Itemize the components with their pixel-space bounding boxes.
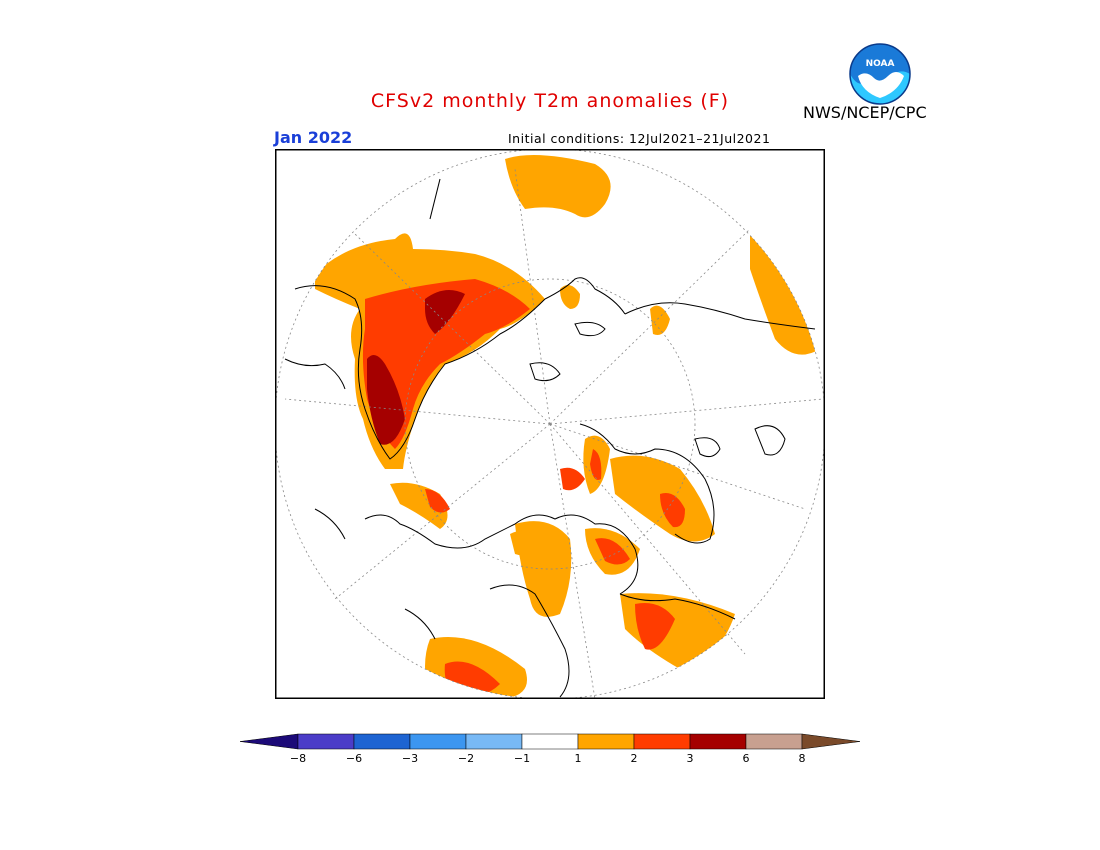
anomaly-region-baffin-core bbox=[590, 449, 602, 480]
legend-swatch bbox=[745, 733, 803, 750]
legend-swatch bbox=[297, 733, 355, 750]
anomaly-region-alaska-core bbox=[425, 489, 450, 513]
coastlines bbox=[284, 178, 816, 698]
legend-level-label: −1 bbox=[514, 752, 530, 765]
legend-level-label: 8 bbox=[799, 752, 806, 765]
anomaly-region-greenland-core bbox=[660, 493, 685, 528]
legend-level-label: 6 bbox=[743, 752, 750, 765]
legend-swatch bbox=[633, 733, 691, 750]
noaa-logo-icon: NOAA bbox=[849, 43, 911, 105]
legend-arrow-low bbox=[239, 733, 299, 750]
anomaly-region-nwt bbox=[510, 530, 540, 556]
anomaly-region-arctic-islands bbox=[560, 467, 585, 491]
anomaly-region-iceland bbox=[650, 305, 670, 335]
legend-swatch bbox=[689, 733, 747, 750]
legend-level-label: 1 bbox=[575, 752, 582, 765]
logo-text: NOAA bbox=[866, 59, 895, 69]
legend-level-label: 2 bbox=[631, 752, 638, 765]
legend-level-label: 3 bbox=[687, 752, 694, 765]
anomaly-region-siberia-core bbox=[362, 279, 530, 449]
color-legend: −8 −6 −3 −2 −1 1 2 3 6 8 bbox=[239, 733, 861, 765]
legend-level-label: −6 bbox=[346, 752, 362, 765]
anomaly-region-siberia-peak-2 bbox=[425, 290, 465, 334]
initial-conditions: Initial conditions: 12Jul2021–21Jul2021 bbox=[508, 131, 771, 146]
legend-level-label: −3 bbox=[402, 752, 418, 765]
legend-swatch bbox=[465, 733, 523, 750]
anomaly-region-barents bbox=[560, 285, 580, 309]
legend-level-label: −2 bbox=[458, 752, 474, 765]
organization-label: NWS/NCEP/CPC bbox=[803, 103, 927, 122]
anomaly-region-atlantic bbox=[750, 229, 820, 355]
anomaly-region-scandinavia bbox=[505, 155, 611, 218]
legend-arrow-high bbox=[801, 733, 861, 750]
legend-swatch bbox=[353, 733, 411, 750]
legend-level-label: −8 bbox=[290, 752, 306, 765]
polar-map bbox=[275, 149, 825, 699]
legend-swatch bbox=[521, 733, 579, 750]
anomaly-region-siberia-peak bbox=[367, 355, 405, 445]
legend-swatch bbox=[409, 733, 467, 750]
graticule bbox=[275, 149, 825, 699]
anomaly-field bbox=[315, 155, 820, 699]
forecast-period: Jan 2022 bbox=[274, 128, 353, 147]
map-title: CFSv2 monthly T2m anomalies (F) bbox=[370, 90, 730, 112]
map-border bbox=[275, 149, 825, 699]
legend-swatch bbox=[577, 733, 635, 750]
anomaly-region-us-east-core bbox=[635, 603, 675, 650]
anomaly-region-hudson-core bbox=[595, 538, 630, 565]
